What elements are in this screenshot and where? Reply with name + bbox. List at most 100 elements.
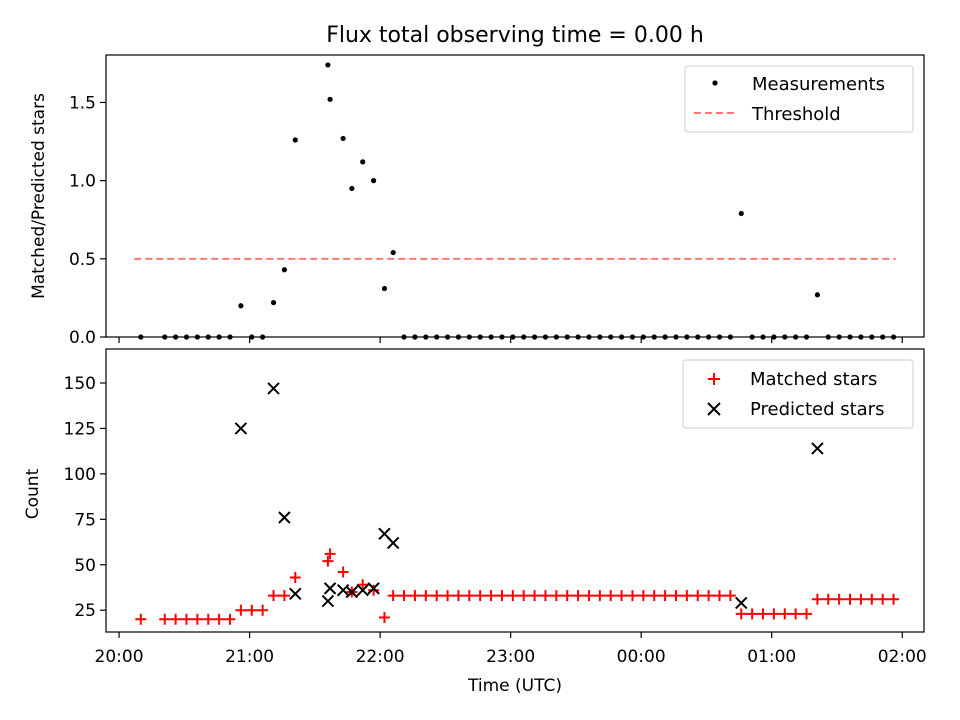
bottom-y-tick-label: 25 [74, 601, 96, 621]
measurement-point [836, 334, 842, 340]
matched-star-point [518, 590, 530, 602]
predicted-star-point [323, 582, 337, 595]
measurement-point [825, 334, 831, 340]
measurement-point [716, 334, 723, 340]
matched-star-point [855, 593, 867, 605]
measurement-point [608, 334, 614, 340]
matched-star-point [703, 590, 715, 602]
matched-star-point [746, 608, 758, 620]
bottom-y-tick-label: 75 [74, 510, 96, 530]
top-x-axis [118, 337, 903, 343]
measurement-point [847, 334, 853, 340]
matched-star-point [833, 593, 845, 605]
matched-star-point [170, 613, 182, 625]
measurement-point [869, 334, 875, 340]
measurement-point [238, 303, 244, 309]
matched-star-point [561, 590, 573, 602]
matched-star-point [866, 593, 878, 605]
bottom-x-tick-label: 20:00 [95, 647, 144, 667]
matched-star-point [278, 590, 290, 602]
top-y-tick-label: 1.5 [69, 93, 96, 113]
predicted-star-point [811, 442, 824, 455]
matched-star-point [811, 593, 823, 605]
measurement-point [880, 334, 886, 340]
matched-star-point [539, 590, 551, 602]
matched-star-point [790, 608, 802, 620]
matched-star-point [474, 590, 486, 602]
matched-star-point [289, 571, 301, 583]
measurement-point [412, 334, 418, 340]
matched-star-point [605, 590, 617, 602]
matched-star-point [801, 608, 813, 620]
measurement-point [575, 334, 581, 340]
predicted-star-point [345, 585, 359, 599]
measurement-point [684, 334, 690, 340]
top-y-tick-label: 0.5 [69, 250, 96, 270]
measurement-point [814, 292, 820, 298]
measurement-point [749, 334, 755, 340]
measurement-point [803, 334, 810, 340]
legend-matched-label: Matched stars [750, 369, 877, 390]
measurement-point [564, 334, 570, 340]
measurement-point [542, 334, 549, 340]
measurement-point [325, 62, 331, 68]
matched-star-point [888, 593, 900, 605]
matched-star-point [213, 613, 225, 625]
top-plot-area [134, 62, 897, 340]
top-y-axis: 0.0 0.5 1.0 1.5 [69, 93, 106, 348]
measurement-point [651, 334, 657, 340]
matched-star-point [626, 590, 638, 602]
measurement-point [401, 334, 407, 340]
matched-star-point [616, 590, 628, 602]
measurement-point [360, 159, 366, 165]
predicted-star-point [234, 422, 248, 435]
predicted-star-point [356, 583, 369, 597]
bottom-legend: Matched stars Predicted stars [682, 359, 914, 429]
measurement-point [227, 334, 233, 340]
matched-star-point [779, 608, 791, 620]
measurement-point [738, 210, 744, 217]
matched-star-point [191, 613, 203, 625]
measurement-point [466, 334, 472, 340]
matched-star-point [681, 590, 693, 602]
measurement-point [586, 334, 592, 340]
measurement-point [488, 334, 494, 340]
matched-star-point [529, 590, 541, 602]
bottom-y-axis: 25 50 75 100 125 150 [64, 374, 106, 621]
measurement-point [510, 334, 516, 340]
matched-star-point [378, 611, 390, 623]
top-y-tick-label: 1.0 [69, 172, 96, 192]
legend-threshold-label: Threshold [751, 104, 841, 125]
measurement-point [349, 185, 355, 192]
legend-predicted-label: Predicted stars [750, 399, 884, 420]
measurement-point [890, 334, 897, 340]
measurement-point [619, 334, 625, 340]
top-legend-frame [684, 65, 914, 133]
matched-star-point [159, 613, 171, 625]
bottom-axes-frame [105, 348, 925, 633]
predicted-star-point [321, 594, 335, 608]
matched-star-point [822, 593, 834, 605]
measurement-point [281, 267, 287, 273]
matched-star-point [368, 584, 380, 596]
matched-star-point [735, 608, 747, 620]
matched-star-point [670, 590, 682, 602]
measurement-point [216, 334, 222, 340]
measurement-point [205, 334, 211, 340]
top-panel: 0.0 0.5 1.0 1.5 Matched/Predicted stars Mea… [29, 54, 925, 348]
measurement-point [793, 334, 799, 340]
matched-star-point [224, 613, 236, 625]
matched-star-point [257, 604, 269, 616]
bottom-x-tick-label: 00:00 [617, 647, 666, 667]
predicted-star-point [367, 582, 380, 595]
measurement-point [434, 334, 440, 340]
legend-matched-swatch [708, 373, 720, 385]
bottom-plot-area [135, 382, 900, 625]
matched-star-point [442, 590, 454, 602]
matched-star-point [724, 590, 736, 602]
bottom-panel: 25 50 75 100 125 150 20:00 21:00 22:00 23:00 00:0… [23, 348, 927, 696]
measurement-point [673, 334, 679, 340]
measurement-point [629, 334, 636, 340]
predicted-star-point [386, 536, 400, 550]
